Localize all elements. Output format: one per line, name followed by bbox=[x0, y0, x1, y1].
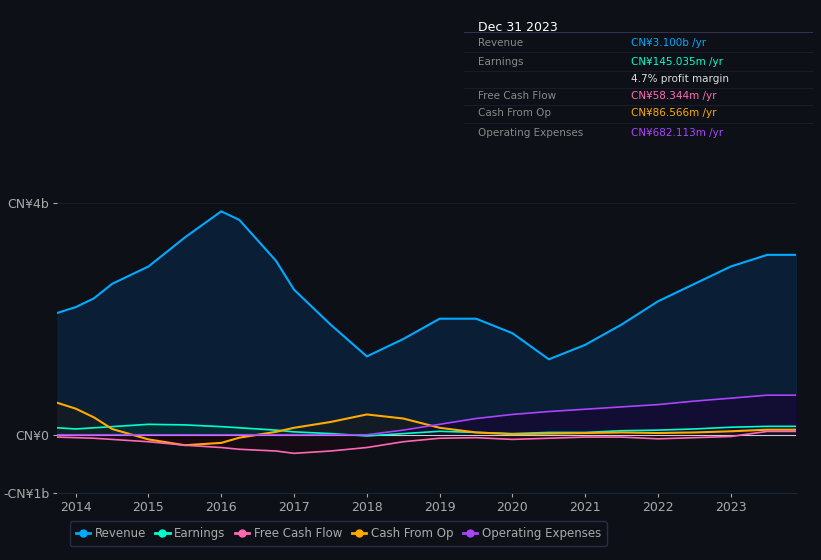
Text: Cash From Op: Cash From Op bbox=[478, 108, 551, 118]
Text: CN¥145.035m /yr: CN¥145.035m /yr bbox=[631, 57, 723, 67]
Text: Earnings: Earnings bbox=[478, 57, 523, 67]
Text: Free Cash Flow: Free Cash Flow bbox=[478, 91, 556, 101]
Text: CN¥3.100b /yr: CN¥3.100b /yr bbox=[631, 38, 707, 48]
Legend: Revenue, Earnings, Free Cash Flow, Cash From Op, Operating Expenses: Revenue, Earnings, Free Cash Flow, Cash … bbox=[70, 521, 607, 546]
Text: Operating Expenses: Operating Expenses bbox=[478, 128, 583, 138]
Text: 4.7% profit margin: 4.7% profit margin bbox=[631, 74, 729, 84]
Text: CN¥86.566m /yr: CN¥86.566m /yr bbox=[631, 108, 717, 118]
Text: CN¥58.344m /yr: CN¥58.344m /yr bbox=[631, 91, 717, 101]
Text: Revenue: Revenue bbox=[478, 38, 523, 48]
Text: CN¥682.113m /yr: CN¥682.113m /yr bbox=[631, 128, 723, 138]
Text: Dec 31 2023: Dec 31 2023 bbox=[478, 21, 557, 34]
